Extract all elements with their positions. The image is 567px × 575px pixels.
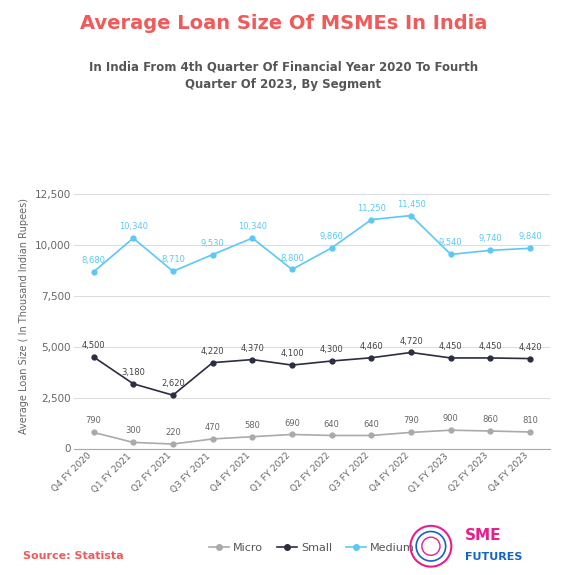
Text: 690: 690 [284, 419, 300, 428]
Micro [328, 432, 335, 439]
Medium [487, 247, 494, 254]
Medium [527, 245, 534, 252]
Text: 2,620: 2,620 [161, 380, 185, 388]
Text: 8,800: 8,800 [280, 254, 304, 263]
Text: 4,370: 4,370 [240, 344, 264, 352]
Medium [130, 235, 137, 242]
Micro [487, 428, 494, 435]
Medium [368, 216, 375, 223]
Text: 4,450: 4,450 [479, 342, 502, 351]
Text: 4,100: 4,100 [280, 349, 304, 358]
Medium [170, 268, 176, 275]
Small [447, 355, 454, 362]
Text: 4,450: 4,450 [439, 342, 463, 351]
Text: 470: 470 [205, 423, 221, 432]
Text: In India From 4th Quarter Of Financial Year 2020 To Fourth
Quarter Of 2023, By S: In India From 4th Quarter Of Financial Y… [89, 60, 478, 91]
Medium [209, 251, 216, 258]
Micro [249, 433, 256, 440]
Text: 900: 900 [443, 414, 459, 423]
Text: 9,860: 9,860 [320, 232, 344, 241]
Medium [90, 269, 97, 275]
Text: 3,180: 3,180 [121, 368, 145, 377]
Text: 640: 640 [324, 420, 340, 428]
Text: 9,530: 9,530 [201, 239, 225, 248]
Micro [368, 432, 375, 439]
Y-axis label: Average Loan Size ( In Thousand Indian Rupees): Average Loan Size ( In Thousand Indian R… [19, 198, 29, 434]
Text: 11,250: 11,250 [357, 204, 386, 213]
Text: 4,300: 4,300 [320, 345, 344, 354]
Micro [527, 428, 534, 435]
Text: 11,450: 11,450 [397, 200, 425, 209]
Text: 4,720: 4,720 [399, 336, 423, 346]
Text: 790: 790 [403, 416, 419, 426]
Text: 8,710: 8,710 [161, 255, 185, 264]
Medium [408, 212, 414, 219]
Text: Average Loan Size Of MSMEs In India: Average Loan Size Of MSMEs In India [80, 14, 487, 33]
Medium [289, 266, 295, 273]
Text: 9,540: 9,540 [439, 239, 463, 247]
Text: 300: 300 [125, 427, 141, 435]
Text: 810: 810 [522, 416, 538, 425]
Text: 860: 860 [483, 415, 498, 424]
Text: FUTURES: FUTURES [465, 553, 522, 562]
Text: 8,680: 8,680 [82, 256, 105, 265]
Small [527, 355, 534, 362]
Text: 4,420: 4,420 [518, 343, 542, 352]
Text: SME: SME [465, 528, 501, 543]
Micro [130, 439, 137, 446]
Medium [249, 235, 256, 242]
Small [249, 356, 256, 363]
Text: 10,340: 10,340 [119, 222, 148, 231]
Text: 640: 640 [363, 420, 379, 428]
Text: 4,500: 4,500 [82, 341, 105, 350]
Micro [90, 429, 97, 436]
Medium [328, 244, 335, 251]
Line: Small: Small [91, 350, 532, 398]
Line: Medium: Medium [91, 213, 532, 274]
Text: Source: Statista: Source: Statista [23, 551, 123, 561]
Micro [289, 431, 295, 438]
Small [368, 354, 375, 361]
Micro [209, 435, 216, 442]
Text: 10,340: 10,340 [238, 222, 267, 231]
Medium [447, 251, 454, 258]
Text: 4,460: 4,460 [359, 342, 383, 351]
Small [90, 354, 97, 361]
Text: 9,740: 9,740 [479, 235, 502, 243]
Micro [408, 429, 414, 436]
Micro [447, 427, 454, 434]
Small [487, 355, 494, 362]
Small [209, 359, 216, 366]
Legend: Micro, Small, Medium: Micro, Small, Medium [205, 539, 419, 558]
Text: 790: 790 [86, 416, 101, 426]
Small [328, 358, 335, 365]
Line: Micro: Micro [91, 428, 532, 446]
Text: 9,840: 9,840 [518, 232, 542, 242]
Small [408, 349, 414, 356]
Text: 4,220: 4,220 [201, 347, 225, 356]
Text: 580: 580 [244, 421, 260, 430]
Micro [170, 440, 176, 447]
Small [289, 362, 295, 369]
Small [170, 392, 176, 398]
Text: 220: 220 [165, 428, 181, 437]
Small [130, 380, 137, 387]
